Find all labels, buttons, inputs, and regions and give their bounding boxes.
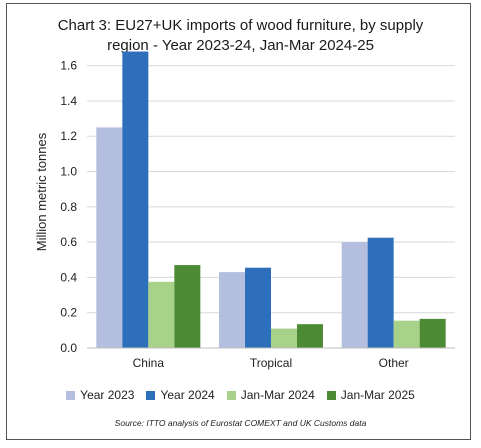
legend-swatch	[146, 390, 156, 400]
bar-other-year-2023	[341, 242, 368, 348]
y-tick-label: 0.6	[60, 235, 77, 249]
bar-china-year-2023	[96, 127, 123, 348]
y-tick-label: 0.0	[60, 341, 77, 355]
legend-swatch	[326, 390, 336, 400]
chart-legend: Year 2023 Year 2024 Jan-Mar 2024 Jan-Mar 20…	[0, 388, 481, 402]
y-tick-label: 0.2	[60, 306, 77, 320]
y-axis-label: Million metric tonnes	[34, 132, 49, 251]
x-tick-label: Other	[379, 356, 409, 370]
chart-title-line-1: Chart 3: EU27+UK imports of wood furnitu…	[57, 17, 424, 34]
bar-other-jan-mar-2024	[393, 320, 420, 348]
bar-china-jan-mar-2025	[174, 265, 201, 348]
bars	[96, 51, 446, 348]
legend-item: Jan-Mar 2024	[226, 388, 315, 402]
legend-label: Jan-Mar 2025	[340, 388, 415, 402]
bar-other-year-2024	[367, 237, 394, 348]
chart-source-note: Source: ITTO analysis of Eurostat COMEXT…	[114, 418, 367, 428]
y-tick-label: 0.4	[60, 270, 77, 284]
axes: 0.0 0.2 0.4 0.6 0.8 1.0 1.2 1.4 1.6 China Tropical…	[60, 59, 455, 370]
chart-title: Chart 3: EU27+UK imports of wood furnitu…	[20, 16, 461, 56]
legend-item: Year 2023	[66, 388, 134, 402]
y-tick-label: 1.2	[60, 129, 77, 143]
y-tick-label: 1.0	[60, 165, 77, 179]
chart-frame	[6, 3, 471, 440]
x-tick-label: Tropical	[250, 356, 292, 370]
legend-label: Year 2024	[160, 388, 215, 402]
y-tick-label: 1.4	[60, 94, 77, 108]
y-tick-label: 0.8	[60, 200, 77, 214]
y-tick-label: 1.6	[60, 59, 77, 73]
legend-item: Jan-Mar 2025	[326, 388, 415, 402]
legend-label: Year 2023	[80, 388, 135, 402]
legend-swatch	[66, 390, 76, 400]
bar-tropical-year-2023	[219, 272, 245, 348]
x-tick-label: China	[133, 356, 165, 370]
bar-china-jan-mar-2024	[148, 281, 175, 348]
legend-item: Year 2024	[146, 388, 215, 402]
bar-tropical-year-2024	[245, 267, 271, 348]
legend-swatch	[226, 390, 236, 400]
legend-label: Jan-Mar 2024	[240, 388, 315, 402]
bar-other-jan-mar-2025	[419, 318, 446, 348]
bar-china-year-2024	[122, 51, 149, 348]
bar-tropical-jan-mar-2024	[271, 328, 297, 348]
chart-title-line-2: region - Year 2023-24, Jan-Mar 2024-25	[107, 37, 374, 54]
bar-tropical-jan-mar-2025	[297, 324, 323, 348]
